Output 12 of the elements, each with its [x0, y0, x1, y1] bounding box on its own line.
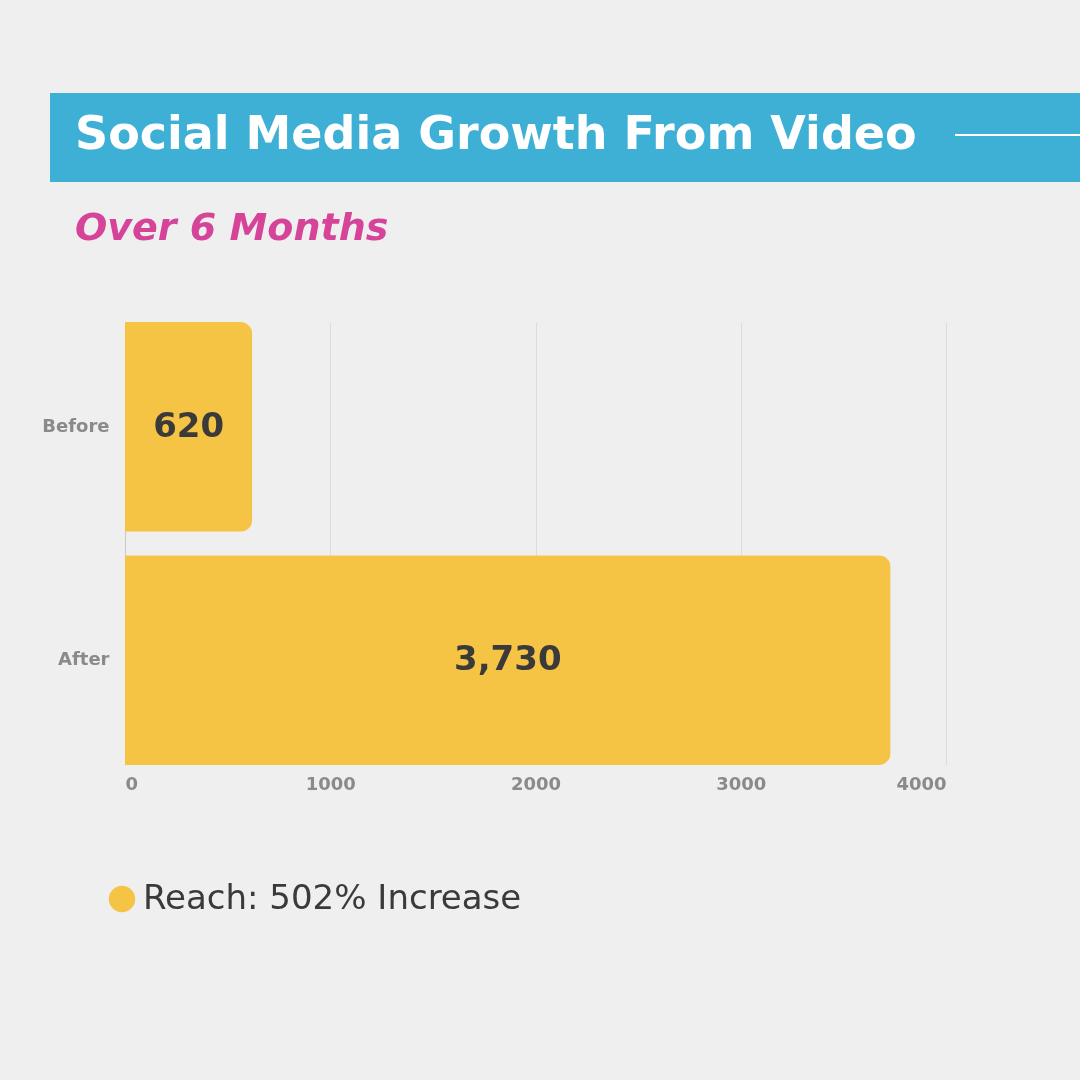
legend-label: Reach: 502% Increase: [143, 877, 522, 917]
x-tick-label: 3000: [716, 772, 767, 794]
y-tick-label: Before: [42, 414, 110, 436]
x-tick-label: 4000: [896, 772, 947, 794]
data-label: 620: [153, 404, 225, 445]
y-tick-label: After: [58, 648, 110, 670]
x-tick-label: 0: [125, 772, 139, 794]
chart-title: Social Media Growth From Video: [75, 106, 917, 160]
chart-subtitle: Over 6 Months: [75, 205, 389, 249]
x-tick-label: 2000: [510, 772, 562, 794]
x-tick-label: 1000: [305, 772, 356, 794]
data-label: 3,730: [454, 638, 562, 679]
